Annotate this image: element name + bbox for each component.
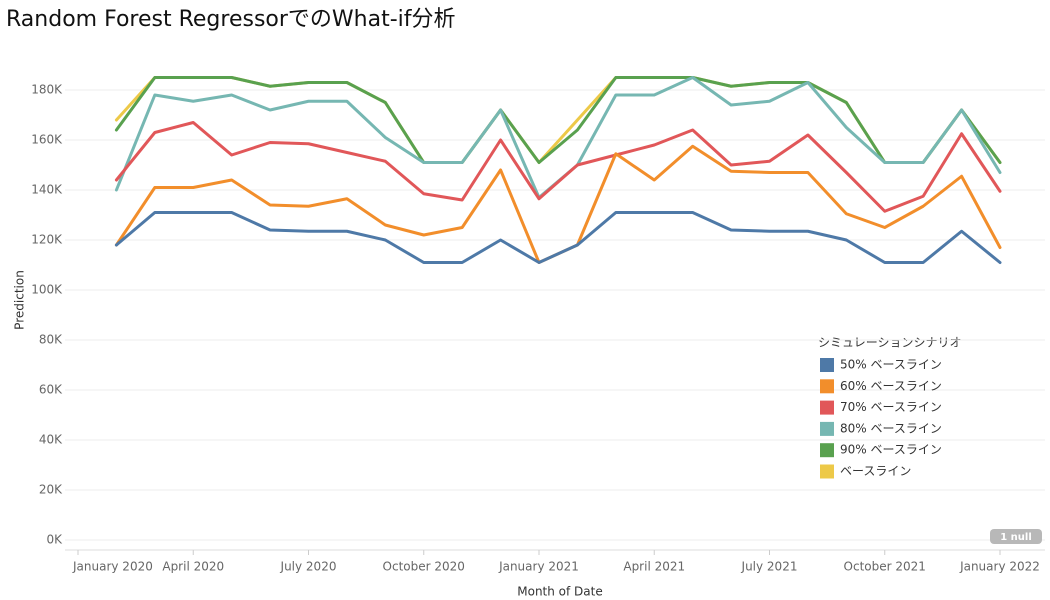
null-indicator: 1 null <box>1000 532 1032 543</box>
y-tick-label: 60K <box>39 383 63 397</box>
x-tick-label: July 2021 <box>741 560 798 574</box>
x-tick-label: January 2021 <box>498 560 579 574</box>
legend-swatch <box>820 421 834 436</box>
null-badge <box>990 529 1042 544</box>
y-tick-label: 120K <box>31 233 63 247</box>
series-line <box>114 144 1002 264</box>
x-tick-label: April 2021 <box>623 560 685 574</box>
legend-label: 90% ベースライン <box>840 443 942 457</box>
legend-label: 60% ベースライン <box>840 379 942 393</box>
legend-swatch <box>820 443 834 458</box>
x-tick-label: October 2021 <box>844 560 926 574</box>
legend-swatch <box>820 464 834 479</box>
y-tick-label: 40K <box>39 433 63 447</box>
legend-swatch <box>820 379 834 394</box>
series-line <box>114 121 1002 213</box>
series-line <box>114 211 1002 264</box>
x-tick-label: October 2020 <box>383 560 465 574</box>
legend-swatch <box>820 358 834 372</box>
y-axis-title: Prediction <box>13 270 27 330</box>
y-tick-label: 100K <box>31 283 63 297</box>
x-tick-label: April 2020 <box>162 560 224 574</box>
series-line <box>114 76 1002 164</box>
legend-title: シミュレーションシナリオ <box>818 336 962 350</box>
x-tick-label: January 2020 <box>72 560 153 574</box>
x-tick-label: January 2022 <box>959 560 1040 574</box>
x-tick-label: July 2020 <box>280 560 337 574</box>
chart-title: Random Forest RegressorでのWhat-if分析 <box>6 7 456 32</box>
legend-label: 50% ベースライン <box>840 358 942 372</box>
y-tick-label: 180K <box>31 83 63 97</box>
y-tick-label: 80K <box>39 333 63 347</box>
legend-label: ベースライン <box>840 464 911 478</box>
y-tick-label: 20K <box>39 483 63 497</box>
y-tick-label: 0K <box>46 533 63 547</box>
y-tick-label: 140K <box>31 183 63 197</box>
legend-label: 80% ベースライン <box>840 421 942 435</box>
legend-swatch <box>820 400 834 415</box>
y-tick-label: 160K <box>31 133 63 147</box>
legend-label: 70% ベースライン <box>840 400 942 414</box>
x-axis-title: Month of Date <box>517 585 603 599</box>
